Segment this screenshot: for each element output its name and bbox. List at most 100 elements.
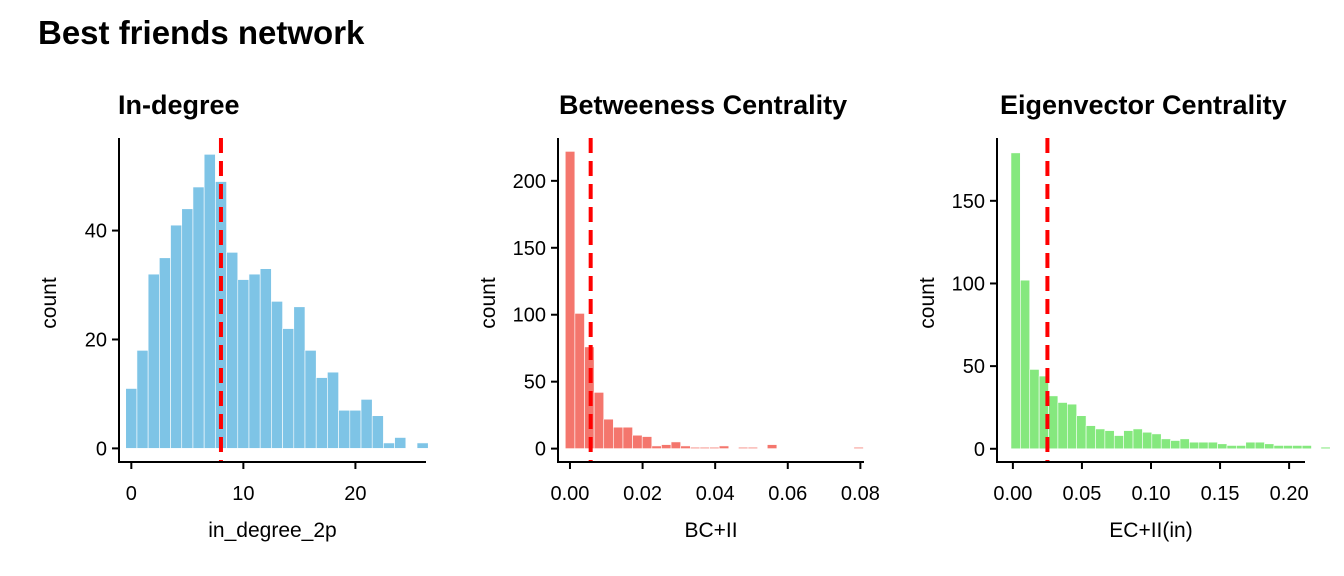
x-tick-label: 0 xyxy=(126,483,137,505)
histogram-bar xyxy=(1067,403,1077,450)
x-tick-label: 0.15 xyxy=(1201,483,1240,505)
histogram-bar xyxy=(1320,446,1331,450)
histogram-bar xyxy=(622,426,633,449)
histogram-bar xyxy=(641,436,653,449)
histogram-bar xyxy=(293,306,306,449)
histogram-bar xyxy=(1160,438,1171,450)
histogram-bar xyxy=(315,377,328,449)
histogram-bar xyxy=(1226,445,1237,450)
x-tick-label: 10 xyxy=(232,483,254,505)
histogram-bar xyxy=(1113,435,1124,450)
histogram-bar xyxy=(564,151,576,449)
histogram-bar xyxy=(1076,415,1087,450)
histogram-bar xyxy=(603,418,614,449)
x-tick-label: 20 xyxy=(344,483,366,505)
panel-1: In-degree 0 20 40 0 10 20 in_degree_2p count xyxy=(38,90,429,542)
histogram-bar xyxy=(338,409,351,449)
x-axis-label: BC+II xyxy=(684,519,737,542)
y-tick-label: 200 xyxy=(513,171,546,193)
y-tick-label: 150 xyxy=(513,238,546,260)
x-tick-label: 0.20 xyxy=(1270,483,1309,505)
histogram-bar xyxy=(1207,441,1218,450)
histogram-bar xyxy=(125,388,138,449)
y-axis-label: count xyxy=(38,277,61,329)
histogram-bar xyxy=(1029,369,1040,450)
histogram-bar xyxy=(136,350,149,449)
y-tick-label: 20 xyxy=(85,329,107,351)
histogram-bar xyxy=(1236,445,1247,450)
histogram-bar xyxy=(170,224,183,449)
histogram-bar xyxy=(271,301,283,449)
histogram-bar xyxy=(349,409,362,449)
histogram-bar xyxy=(574,313,585,449)
histogram-bar xyxy=(360,399,373,449)
histogram-bar xyxy=(1085,425,1096,450)
histogram-bar xyxy=(718,445,730,449)
histogram-bar xyxy=(766,444,778,449)
histogram-bar xyxy=(699,446,710,449)
y-axis-label: count xyxy=(916,277,939,329)
histogram-bar xyxy=(394,437,407,449)
y-tick-label: 40 xyxy=(85,221,107,243)
histogram-bar xyxy=(680,445,691,449)
histogram-bar xyxy=(1104,430,1115,450)
x-tick-label: 0.05 xyxy=(1062,483,1101,505)
figure-title: Best friends network xyxy=(38,14,365,51)
histogram-bar xyxy=(738,446,749,449)
histogram-bar xyxy=(1283,445,1294,450)
histogram-bar xyxy=(661,444,672,449)
histogram-bar xyxy=(1095,428,1106,450)
panel-title: Betweeness Centrality xyxy=(559,90,847,120)
histogram-bar xyxy=(1123,430,1134,450)
histogram-bar xyxy=(248,273,261,449)
x-tick-label: 0.02 xyxy=(623,483,662,505)
y-tick-label: 100 xyxy=(513,305,546,327)
y-tick-label: 100 xyxy=(952,273,985,295)
panel-3: Eigenvector Centrality 0 50 100 150 0.00 0.05 0… xyxy=(916,90,1331,542)
histogram-bar xyxy=(853,446,864,449)
panel-2: Betweeness Centrality 0 50 100 150 200 0.00 0.0… xyxy=(477,90,880,542)
histogram-bar xyxy=(416,442,429,449)
histogram-bar xyxy=(159,257,171,449)
y-tick-label: 0 xyxy=(535,439,546,461)
histogram-bar xyxy=(1020,279,1031,450)
histogram-bar xyxy=(147,273,160,449)
x-tick-label: 0.00 xyxy=(551,483,590,505)
histogram-bar xyxy=(192,186,205,449)
histogram-bar xyxy=(1151,433,1162,450)
histogram-bar xyxy=(327,371,339,449)
histogram-bar xyxy=(670,441,681,449)
histogram-bar xyxy=(304,350,317,449)
histogram-bar xyxy=(632,434,643,449)
histogram-bar xyxy=(593,392,605,449)
histogram-bar xyxy=(1301,445,1312,450)
x-axis-label: EC+II(in) xyxy=(1109,519,1192,542)
histogram-bar xyxy=(1245,441,1256,450)
x-tick-label: 0.04 xyxy=(696,483,735,505)
x-tick-label: 0.00 xyxy=(993,483,1032,505)
histogram-bar xyxy=(651,445,662,449)
x-tick-label: 0.06 xyxy=(768,483,807,505)
histogram-bar xyxy=(690,446,701,449)
histogram-bar xyxy=(747,446,758,449)
panel-title: Eigenvector Centrality xyxy=(1000,90,1287,120)
histogram-bar xyxy=(613,426,624,449)
histogram-bar xyxy=(383,442,395,449)
histogram-bar xyxy=(282,328,295,449)
histogram-bar xyxy=(181,208,194,449)
histogram-bar xyxy=(1179,438,1190,450)
histogram-bar xyxy=(259,268,272,449)
y-tick-label: 50 xyxy=(524,372,546,394)
histogram-bar xyxy=(1170,440,1181,450)
histogram-bar xyxy=(1254,441,1265,450)
histogram-bar xyxy=(1010,152,1021,450)
y-tick-label: 0 xyxy=(96,438,107,460)
y-tick-label: 150 xyxy=(952,191,985,213)
histogram-bar xyxy=(1048,395,1059,450)
histogram-bar xyxy=(1189,441,1200,450)
histogram-bar xyxy=(1264,443,1275,450)
y-axis-label: count xyxy=(477,277,500,329)
histogram-bar xyxy=(709,446,720,449)
